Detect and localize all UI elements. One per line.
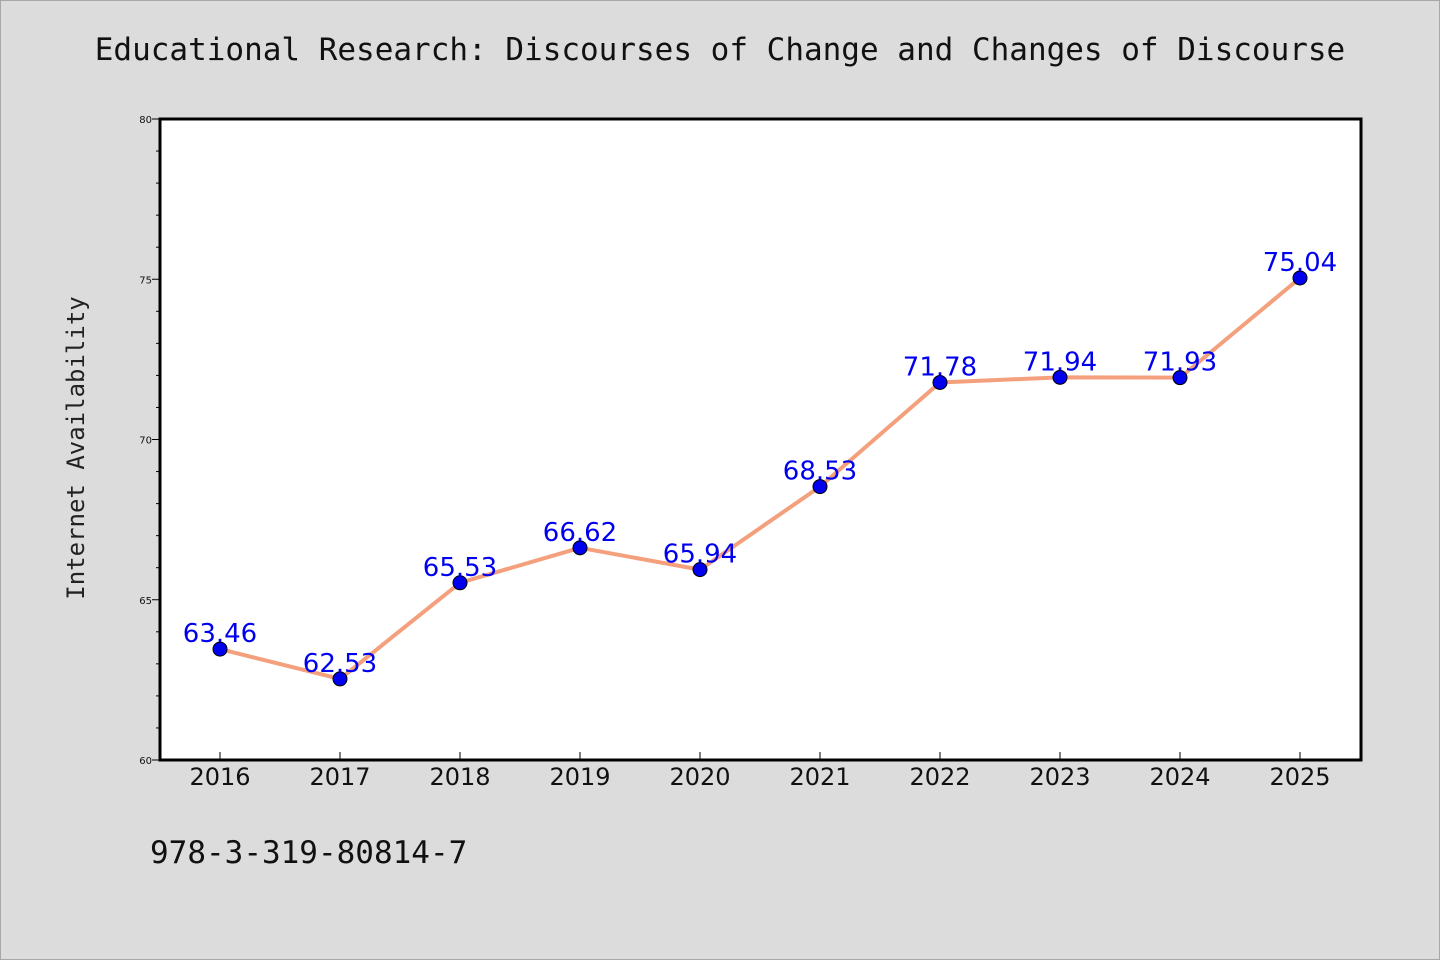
data-label: 63.46 <box>183 619 257 649</box>
y-tick-label: 70 <box>139 436 152 447</box>
data-point <box>572 540 588 556</box>
data-point <box>452 575 468 591</box>
data-label: 65.53 <box>423 553 497 583</box>
x-tick-label: 2021 <box>789 763 850 791</box>
data-label: 68.53 <box>783 457 857 487</box>
x-tick-label: 2020 <box>669 763 730 791</box>
data-point <box>212 641 228 657</box>
data-point <box>1052 369 1068 385</box>
data-label: 71.94 <box>1023 347 1097 377</box>
x-tick-label: 2019 <box>549 763 610 791</box>
series-line <box>219 276 1302 681</box>
y-tick-label: 65 <box>139 596 152 607</box>
x-tick-label: 2016 <box>189 763 250 791</box>
x-tick-label: 2018 <box>429 763 490 791</box>
data-point <box>932 374 948 390</box>
data-label: 62.53 <box>303 649 377 679</box>
y-tick-label: 80 <box>139 115 152 126</box>
x-tick-label: 2023 <box>1029 763 1090 791</box>
x-tick-label: 2025 <box>1269 763 1330 791</box>
data-label: 71.78 <box>903 352 977 382</box>
plot-area <box>158 117 1363 762</box>
x-tick-label: 2022 <box>909 763 970 791</box>
data-point <box>1172 370 1188 386</box>
x-tick-label: 2017 <box>309 763 370 791</box>
data-label: 65.94 <box>663 540 737 570</box>
data-label: 66.62 <box>543 518 617 548</box>
data-label: 75.04 <box>1263 248 1337 278</box>
isbn-footer: 978-3-319-80814-7 <box>150 835 468 871</box>
data-point <box>692 562 708 578</box>
data-point <box>332 671 348 687</box>
data-label: 71.93 <box>1143 348 1217 378</box>
x-tick-label: 2024 <box>1149 763 1210 791</box>
y-tick-label: 75 <box>139 275 152 286</box>
data-point <box>812 479 828 495</box>
y-tick-label: 60 <box>139 756 152 767</box>
chart-title: Educational Research: Discourses of Chan… <box>94 32 1346 68</box>
data-point <box>1292 270 1308 286</box>
